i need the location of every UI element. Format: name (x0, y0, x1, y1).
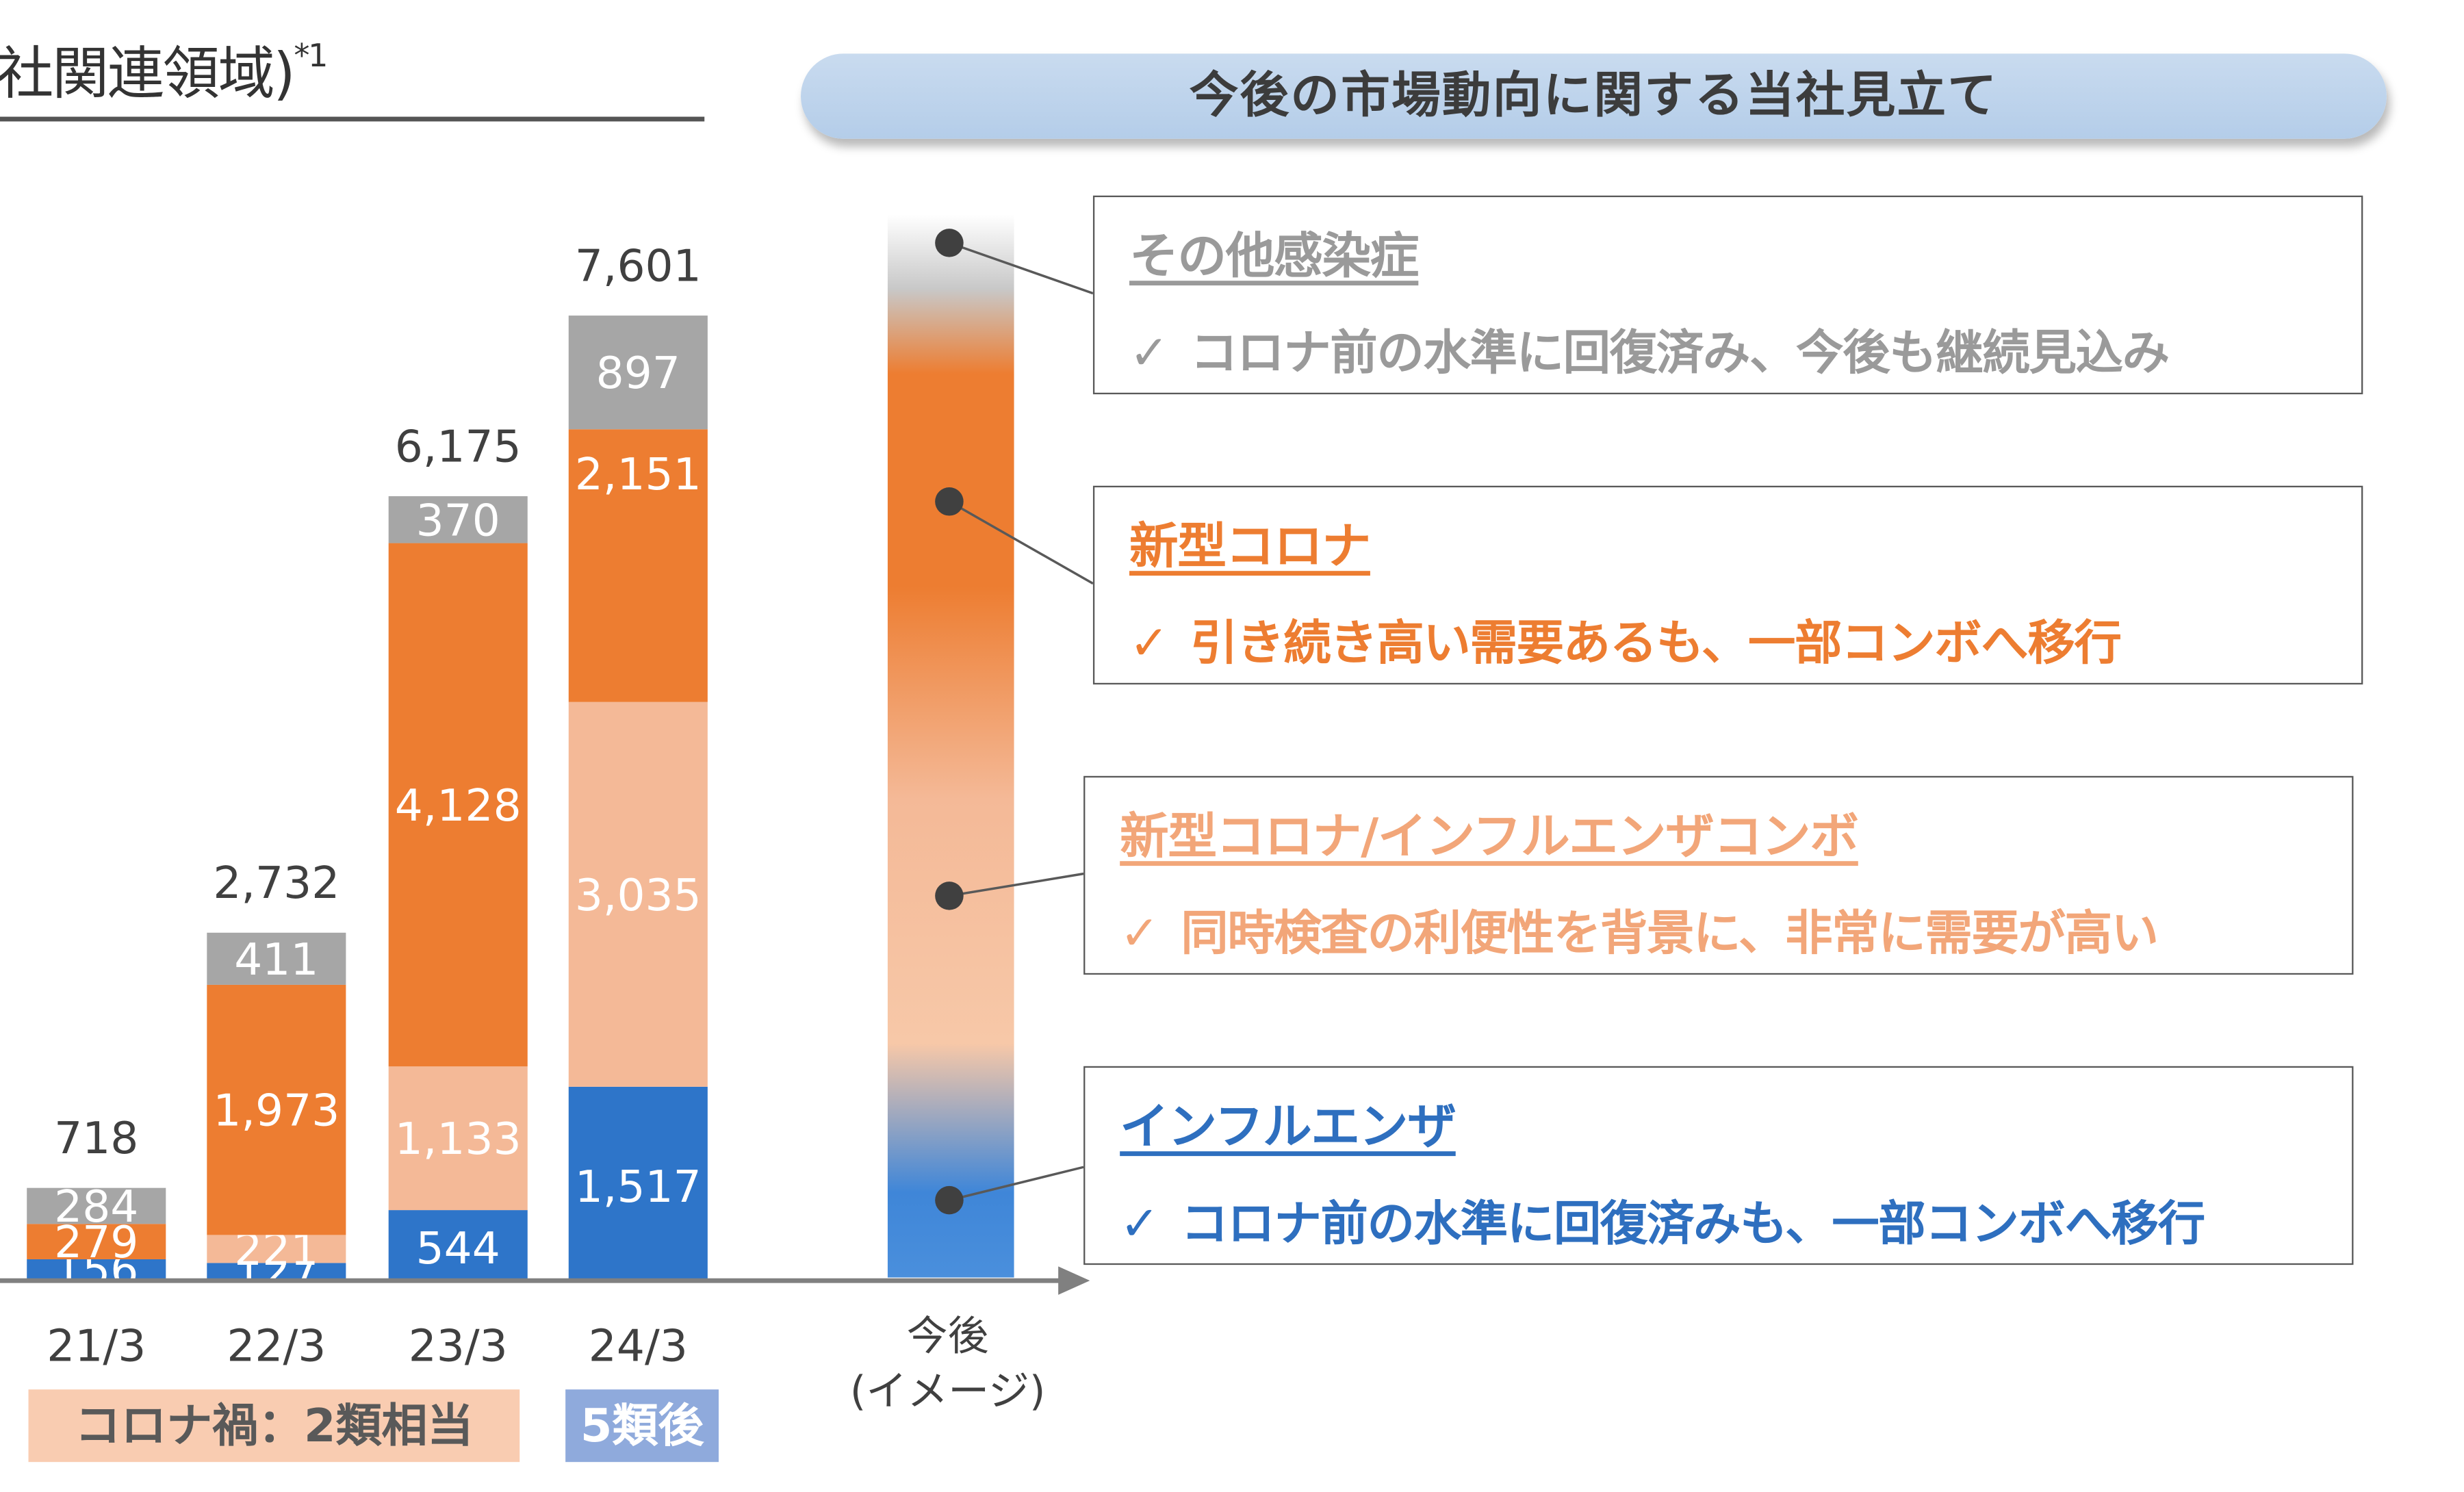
box-covid: 新型コロナ ✓ 引き続き高い需要あるも、一部コンボへ移行 (1092, 485, 2363, 685)
bar-covid-3 (568, 429, 708, 702)
outlook-banner: 今後の市場動向に関する当社見立て (801, 53, 2387, 139)
bar-label-flu-3: 1,517 (575, 1161, 702, 1213)
bar-flu-2 (388, 1210, 528, 1279)
bar-covid-0 (27, 1224, 166, 1259)
x-tick-3: 24/3 (589, 1321, 688, 1372)
bar-flu-0 (27, 1259, 166, 1279)
leader-line-1 (949, 500, 1094, 585)
bar-label-covid-1: 1,973 (213, 1085, 339, 1137)
bar-label-other-0: 284 (54, 1181, 138, 1233)
check-icon: ✓ (1129, 326, 1169, 382)
total-label-3: 7,601 (575, 240, 702, 292)
box-combo-body: ✓ 同時検査の利便性を背景に、非常に需要が高い (1120, 907, 2159, 962)
bar-combo-2 (388, 1066, 528, 1211)
box-influenza: インフルエンザ ✓ コロナ前の水準に回復済みも、一部コンボへ移行 (1083, 1066, 2354, 1265)
box-other-body: ✓ コロナ前の水準に回復済み、今後も継続見込み (1129, 326, 2170, 382)
box-influenza-heading: インフルエンザ (1120, 1099, 1456, 1157)
check-icon: ✓ (1129, 617, 1169, 672)
box-covid-heading: 新型コロナ (1129, 519, 1371, 576)
total-label-0: 718 (54, 1113, 138, 1164)
bar-label-covid-0: 279 (54, 1217, 138, 1268)
marker-dot-0 (935, 229, 964, 257)
box-other-infections: その他感染症 ✓ コロナ前の水準に回復済み、今後も継続見込み (1092, 195, 2363, 395)
future-label-line2: (イメージ) (850, 1367, 1046, 1415)
x-axis-arrowhead (1058, 1266, 1090, 1295)
check-icon: ✓ (1120, 907, 1159, 962)
bar-other-1 (207, 932, 346, 985)
bar-label-flu-2: 544 (416, 1223, 500, 1274)
bar-flu-3 (568, 1086, 708, 1279)
phase-tag-post-class5: 5類後 (565, 1389, 719, 1463)
box-combo: 新型コロナ/インフルエンザコンボ ✓ 同時検査の利便性を背景に、非常に需要が高い (1083, 775, 2354, 975)
check-icon: ✓ (1120, 1197, 1159, 1252)
bar-label-other-3: 897 (596, 348, 680, 399)
bar-flu-1 (207, 1263, 346, 1279)
box-combo-heading: 新型コロナ/インフルエンザコンボ (1120, 809, 1859, 866)
bar-label-other-2: 370 (416, 495, 500, 546)
leader-line-2 (949, 872, 1084, 897)
bar-label-combo-2: 1,133 (395, 1114, 522, 1165)
title-footnote-mark: *1 (294, 36, 328, 75)
x-tick-0: 21/3 (47, 1321, 146, 1372)
bar-label-other-1: 411 (234, 934, 318, 986)
bar-other-2 (388, 496, 528, 543)
marker-dot-2 (935, 882, 964, 910)
marker-dot-1 (935, 487, 964, 516)
chart-title: 社関連領域)*1 (0, 36, 328, 107)
bar-label-combo-3: 3,035 (575, 870, 702, 921)
leader-line-0 (949, 242, 1094, 295)
bar-other-3 (568, 316, 708, 430)
future-gradient-bar (887, 214, 1014, 1278)
x-tick-2: 23/3 (409, 1321, 508, 1372)
title-underline (0, 116, 705, 122)
bar-other-0 (27, 1187, 166, 1224)
box-covid-body: ✓ 引き続き高い需要あるも、一部コンボへ移行 (1129, 617, 2122, 672)
leader-line-3 (949, 1166, 1084, 1202)
total-label-2: 6,175 (395, 421, 522, 472)
box-influenza-body: ✓ コロナ前の水準に回復済みも、一部コンボへ移行 (1120, 1197, 2205, 1252)
bar-combo-1 (207, 1235, 346, 1263)
bar-covid-1 (207, 984, 346, 1235)
phase-tag-covid-period: コロナ禍：2類相当 (28, 1389, 520, 1463)
bar-label-covid-2: 4,128 (395, 780, 522, 832)
future-label-line1: 今後 (907, 1313, 989, 1361)
marker-dot-3 (935, 1185, 964, 1215)
total-label-1: 2,732 (213, 858, 339, 909)
box-other-heading: その他感染症 (1129, 229, 1419, 286)
bar-label-covid-3: 2,151 (575, 449, 702, 500)
bar-combo-3 (568, 702, 708, 1087)
x-tick-1: 22/3 (227, 1321, 326, 1372)
bar-covid-2 (388, 543, 528, 1067)
